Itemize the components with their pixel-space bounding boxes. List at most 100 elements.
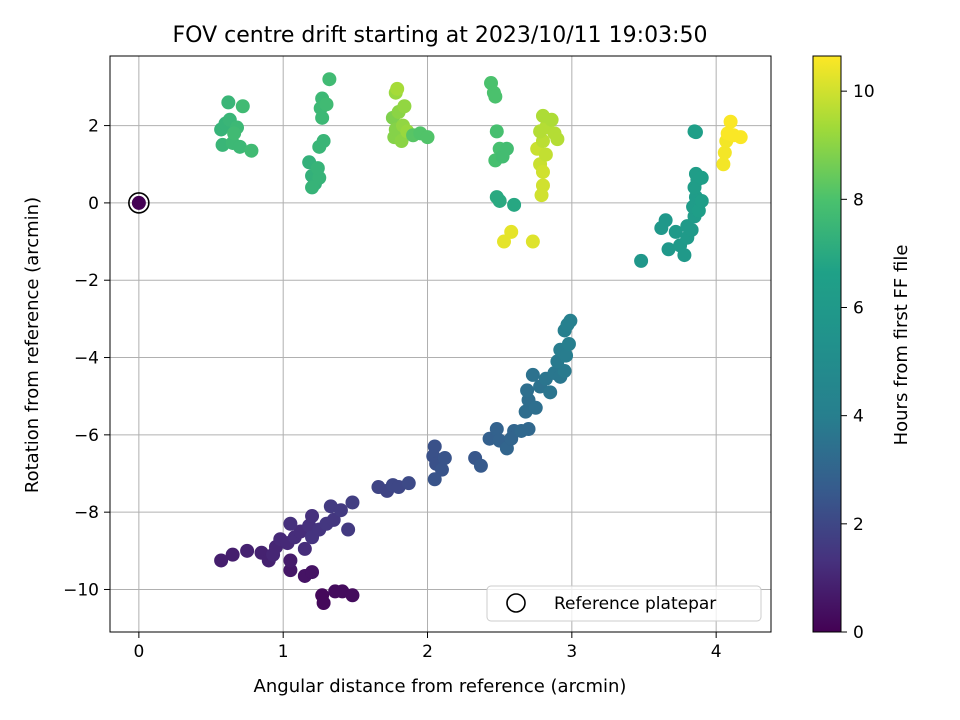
data-point xyxy=(305,180,320,195)
data-point xyxy=(557,364,572,379)
data-point xyxy=(525,367,540,382)
data-point xyxy=(658,213,673,228)
data-point xyxy=(316,596,331,611)
data-point xyxy=(543,385,558,400)
data-point xyxy=(221,95,236,110)
data-point xyxy=(310,161,325,176)
data-point xyxy=(473,458,488,473)
data-point xyxy=(297,541,312,556)
legend-entry: Reference platepar xyxy=(554,594,716,614)
data-point xyxy=(341,522,356,537)
data-point xyxy=(733,130,748,145)
colorbar-tick-label: 0 xyxy=(853,623,864,643)
data-point xyxy=(534,188,549,203)
data-point xyxy=(232,139,247,154)
data-point xyxy=(717,145,732,160)
data-point xyxy=(427,472,442,487)
y-tick-label: −10 xyxy=(63,580,99,600)
data-point xyxy=(634,253,649,268)
data-point xyxy=(322,72,337,87)
colorbar: 0 2 4 6 8 10 Hours from first FF file xyxy=(812,55,912,643)
grid xyxy=(110,56,771,632)
data-point xyxy=(661,242,676,257)
data-point xyxy=(492,193,507,208)
x-tick-label: 0 xyxy=(133,642,144,662)
reference-point-marker xyxy=(128,192,150,214)
data-point xyxy=(497,234,512,249)
data-point xyxy=(677,248,692,263)
colorbar-ticks: 0 2 4 6 8 10 xyxy=(841,82,875,643)
data-point xyxy=(345,588,360,603)
data-point xyxy=(326,512,341,527)
data-point xyxy=(694,170,709,185)
data-point xyxy=(535,164,550,179)
data-point xyxy=(559,348,574,363)
x-tick-label: 1 xyxy=(278,642,289,662)
data-point xyxy=(214,553,229,568)
chart-title: FOV centre drift starting at 2023/10/11 … xyxy=(173,23,708,48)
data-point xyxy=(520,383,535,398)
data-point xyxy=(488,89,503,104)
y-tick-label: 2 xyxy=(88,117,99,137)
data-points xyxy=(128,72,748,611)
legend-marker-icon xyxy=(506,593,526,613)
data-point xyxy=(489,422,504,437)
y-tick-label: −4 xyxy=(74,349,99,369)
plot-frame xyxy=(109,55,772,633)
data-point xyxy=(723,114,738,129)
data-point xyxy=(550,132,565,147)
legend-box xyxy=(486,585,762,622)
data-point xyxy=(499,141,514,156)
data-point xyxy=(544,112,559,127)
data-point xyxy=(538,147,553,162)
data-point xyxy=(305,509,320,524)
colorbar-tick-label: 2 xyxy=(853,515,864,535)
data-point xyxy=(283,563,298,578)
data-point xyxy=(305,565,320,580)
data-point xyxy=(688,125,703,140)
data-point xyxy=(716,157,731,172)
data-point xyxy=(563,313,578,328)
data-point xyxy=(244,143,259,158)
data-point xyxy=(521,422,536,437)
data-point xyxy=(390,81,405,96)
data-point xyxy=(668,224,683,239)
data-point xyxy=(525,234,540,249)
data-point xyxy=(283,553,298,568)
data-point xyxy=(437,451,452,466)
data-point xyxy=(434,462,449,477)
data-point xyxy=(316,134,331,149)
data-point xyxy=(333,503,348,518)
colorbar-tick-label: 6 xyxy=(853,298,864,318)
colorbar-tick-label: 4 xyxy=(853,407,864,427)
data-point xyxy=(283,516,298,531)
data-point xyxy=(420,130,435,145)
data-point xyxy=(235,99,250,114)
axes: 0 1 2 3 4 −10 −8 −6 −4 −2 0 2 xyxy=(63,55,772,662)
data-point xyxy=(507,197,522,212)
data-point xyxy=(225,547,240,562)
colorbar-label: Hours from first FF file xyxy=(891,245,912,446)
y-tick-label: 0 xyxy=(88,194,99,214)
data-point xyxy=(345,495,360,510)
y-tick-label: −2 xyxy=(74,271,99,291)
data-point xyxy=(528,400,543,415)
legend: Reference platepar xyxy=(486,585,762,622)
data-point xyxy=(489,124,504,139)
data-point xyxy=(504,224,519,239)
reference-point-fill xyxy=(131,195,146,210)
data-point xyxy=(504,431,519,446)
data-point xyxy=(401,476,416,491)
data-point xyxy=(319,97,334,112)
colorbar-tick-label: 10 xyxy=(853,82,875,102)
data-point xyxy=(684,222,699,237)
colorbar-tick-label: 8 xyxy=(853,190,864,210)
x-tick-label: 4 xyxy=(711,642,722,662)
data-point xyxy=(397,99,412,114)
x-tick-label: 3 xyxy=(566,642,577,662)
data-point xyxy=(694,193,709,208)
data-point xyxy=(561,337,576,351)
data-point xyxy=(240,543,255,558)
